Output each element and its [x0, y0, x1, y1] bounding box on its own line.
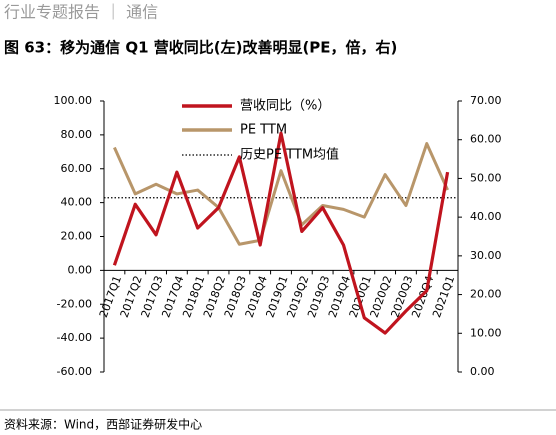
report-header: 行业专题报告 ｜ 通信: [4, 3, 158, 22]
chart-title: 图 63：移为通信 Q1 营收同比(左)改善明显(PE，倍，右): [4, 39, 397, 57]
y-tick-label: 100.00: [54, 94, 93, 107]
source-note: 资料来源：Wind，西部证券研发中心: [4, 417, 202, 432]
y2-tick-label: 30.00: [470, 249, 502, 262]
legend-label: PE TTM: [240, 123, 287, 138]
y-tick-label: 60.00: [61, 162, 93, 175]
legend-label: 历史PE TTM均值: [240, 147, 339, 163]
y-tick-label: -20.00: [57, 297, 92, 310]
y-tick-label: 40.00: [61, 196, 93, 209]
y-tick-label: -60.00: [57, 365, 92, 378]
y-tick-label: 20.00: [61, 230, 93, 243]
y2-tick-label: 20.00: [470, 288, 502, 301]
y2-tick-label: 40.00: [470, 210, 502, 223]
series-line: [112, 131, 450, 335]
legend-label: 营收同比（%）: [240, 99, 330, 114]
y2-tick-label: 60.00: [470, 133, 502, 146]
y2-tick-label: 50.00: [470, 171, 502, 184]
y2-tick-label: 0.00: [470, 365, 495, 378]
y-tick-label: -40.00: [57, 331, 92, 344]
y-tick-label: 80.00: [61, 128, 93, 141]
y2-tick-label: 10.00: [470, 326, 502, 339]
y2-tick-label: 70.00: [470, 94, 502, 107]
y-tick-label: 0.00: [68, 263, 93, 276]
